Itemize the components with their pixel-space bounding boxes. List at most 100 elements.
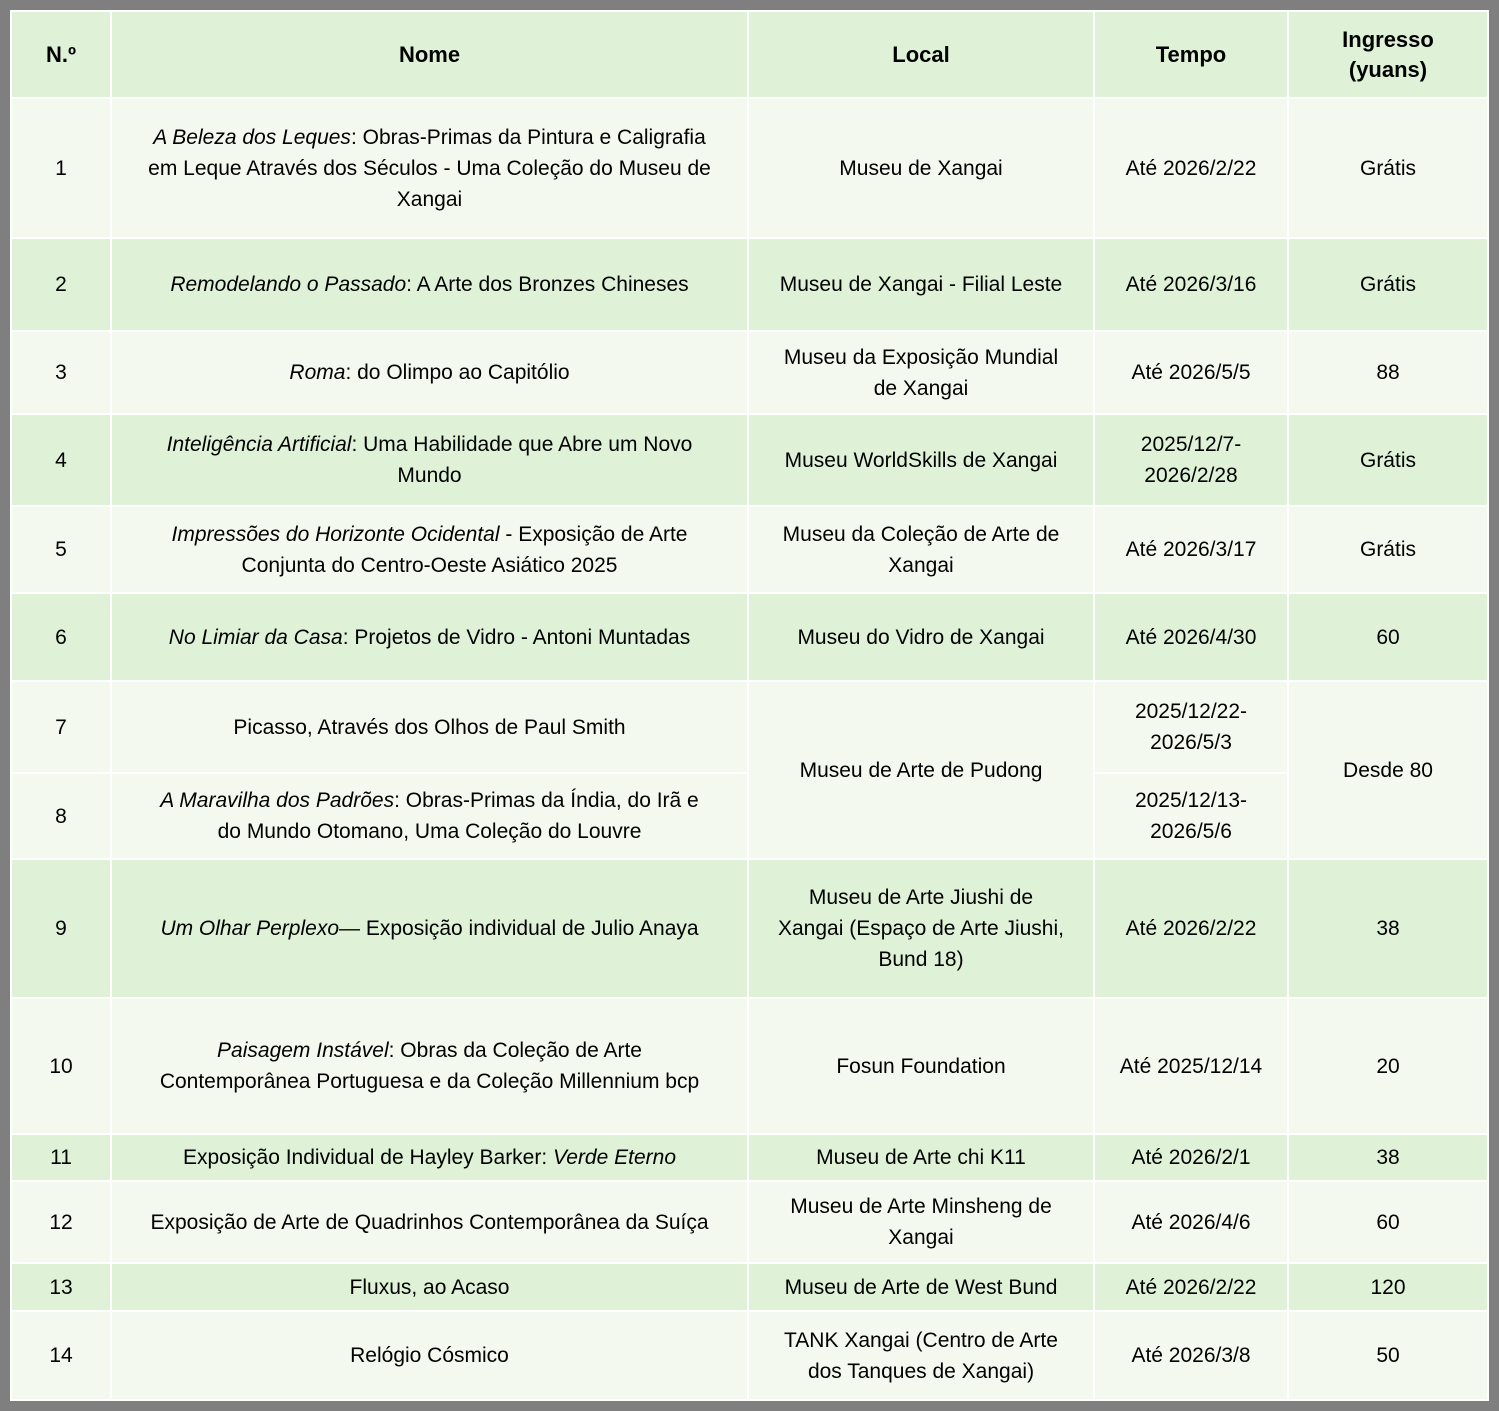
row-number-cell: 6 <box>10 592 112 682</box>
column-header-3: Local <box>747 10 1095 99</box>
exhibition-name-text: : Uma Habilidade que Abre um Novo Mundo <box>351 433 693 487</box>
table-row: 12 Exposição de Arte de Quadrinhos Contem… <box>10 1180 1489 1264</box>
time-cell: Até 2025/12/14 <box>1093 997 1289 1135</box>
exhibition-name-cell: Picasso, Através dos Olhos de Paul Smith <box>110 680 749 774</box>
location-cell: Museu de Arte de West Bund <box>747 1262 1095 1312</box>
exhibition-title-italic: Verde Eterno <box>553 1146 676 1169</box>
time-cell: Até 2026/2/22 <box>1093 97 1289 239</box>
time-cell: Até 2026/2/22 <box>1093 858 1289 999</box>
time-cell: Até 2026/2/1 <box>1093 1133 1289 1182</box>
time-cell: 2025/12/7-2026/2/28 <box>1093 413 1289 507</box>
price-cell: Desde 80 <box>1287 680 1489 860</box>
time-cell: Até 2026/4/6 <box>1093 1180 1289 1264</box>
location-cell: Museu do Vidro de Xangai <box>747 592 1095 682</box>
location-cell: Museu de Arte de Pudong <box>747 680 1095 860</box>
location-cell: Museu de Arte chi K11 <box>747 1133 1095 1182</box>
exhibition-name-text: Picasso, Através dos Olhos de Paul Smith <box>233 715 626 739</box>
time-cell: Até 2026/2/22 <box>1093 1262 1289 1312</box>
time-cell: Até 2026/5/5 <box>1093 330 1289 415</box>
row-number-cell: 12 <box>10 1180 112 1264</box>
exhibition-title-italic: Roma <box>289 361 346 384</box>
exhibition-name-text: — Exposição individual de Julio Anaya <box>339 917 699 940</box>
price-cell: 50 <box>1287 1310 1489 1401</box>
exhibition-name-cell: No Limiar da Casa: Projetos de Vidro - A… <box>110 592 749 682</box>
location-cell: Museu de Xangai - Filial Leste <box>747 237 1095 332</box>
header-row: N.º Nome Local Tempo Ingresso (yuans) <box>10 10 1489 99</box>
table-row: 6 No Limiar da Casa: Projetos de Vidro - … <box>10 592 1489 682</box>
location-cell: Museu da Exposição Mundial de Xangai <box>747 330 1095 415</box>
row-number-cell: 11 <box>10 1133 112 1182</box>
row-number-cell: 3 <box>10 330 112 415</box>
time-cell: 2025/12/13-2026/5/6 <box>1093 772 1289 860</box>
column-header-2: Nome <box>110 10 749 99</box>
exhibition-name-text: Exposição de Arte de Quadrinhos Contempo… <box>150 1210 709 1234</box>
exhibition-title-italic: Inteligência Artificial <box>166 433 352 456</box>
price-cell: 38 <box>1287 1133 1489 1182</box>
location-cell: Museu WorldSkills de Xangai <box>747 413 1095 507</box>
exhibition-name-text: : Obras da Coleção de Arte Contemporânea… <box>159 1039 700 1093</box>
location-cell: TANK Xangai (Centro de Arte dos Tanques … <box>747 1310 1095 1401</box>
column-header-5: Ingresso (yuans) <box>1287 10 1489 99</box>
exhibition-name-text: : Obras-Primas da Pintura e Caligrafia e… <box>148 125 711 211</box>
exhibition-name-cell: Inteligência Artificial: Uma Habilidade … <box>110 413 749 507</box>
time-cell: Até 2026/3/8 <box>1093 1310 1289 1401</box>
row-number-cell: 2 <box>10 237 112 332</box>
table-row: 13 Fluxus, ao Acaso Museu de Arte de West … <box>10 1262 1489 1312</box>
exhibition-title-italic: A Maravilha dos Padrões <box>160 789 395 812</box>
table-row: 3 Roma: do Olimpo ao Capitólio Museu da Ex… <box>10 330 1489 415</box>
exhibition-name-cell: Um Olhar Perplexo— Exposição individual … <box>110 858 749 999</box>
price-cell: Grátis <box>1287 237 1489 332</box>
row-number-cell: 10 <box>10 997 112 1135</box>
time-cell: Até 2026/4/30 <box>1093 592 1289 682</box>
table-row: 10 Paisagem Instável: Obras da Coleção de… <box>10 997 1489 1135</box>
location-cell: Fosun Foundation <box>747 997 1095 1135</box>
price-cell: 38 <box>1287 858 1489 999</box>
exhibition-name-text: : A Arte dos Bronzes Chineses <box>406 273 689 296</box>
exhibition-title-italic: No Limiar da Casa <box>168 625 343 649</box>
table-row: 7 Picasso, Através dos Olhos de Paul Smit… <box>10 680 1489 860</box>
row-number-cell: 8 <box>10 772 112 860</box>
exhibition-name-text: : Obras-Primas da Índia, do Irã e do Mun… <box>217 789 699 843</box>
price-cell: 60 <box>1287 1180 1489 1264</box>
exhibition-title-italic: Remodelando o Passado <box>170 273 407 296</box>
table-row: 5 Impressões do Horizonte Ocidental - Exp… <box>10 505 1489 594</box>
location-cell: Museu de Arte Minsheng de Xangai <box>747 1180 1095 1264</box>
exhibition-name-cell: Exposição Individual de Hayley Barker: V… <box>110 1133 749 1182</box>
row-number-cell: 13 <box>10 1262 112 1312</box>
price-cell: Grátis <box>1287 413 1489 507</box>
row-number-cell: 4 <box>10 413 112 507</box>
location-cell: Museu de Arte Jiushi de Xangai (Espaço d… <box>747 858 1095 999</box>
exhibition-name-cell: Relógio Cósmico <box>110 1310 749 1401</box>
table-row: 2 Remodelando o Passado: A Arte dos Bronz… <box>10 237 1489 332</box>
exhibition-name-text: Exposição Individual de Hayley Barker: <box>183 1146 554 1169</box>
exhibition-name-cell: Paisagem Instável: Obras da Coleção de A… <box>110 997 749 1135</box>
price-cell: 88 <box>1287 330 1489 415</box>
table-row: 8 A Maravilha dos Padrões: Obras-Primas d… <box>10 772 1488 860</box>
row-number-cell: 14 <box>10 1310 112 1401</box>
exhibition-name-cell: Exposição de Arte de Quadrinhos Contempo… <box>110 1180 749 1264</box>
exhibition-name-cell: Fluxus, ao Acaso <box>110 1262 749 1312</box>
table-row: 11 Exposição Individual de Hayley Barker:… <box>10 1133 1489 1182</box>
table-row: 9 Um Olhar Perplexo— Exposição individual… <box>10 858 1489 999</box>
exhibition-name-text: : do Olimpo ao Capitólio <box>345 361 570 384</box>
time-cell: 2025/12/22-2026/5/3 <box>1093 680 1289 774</box>
row-number-cell: 7 <box>10 680 112 774</box>
exhibition-name-cell: A Beleza dos Leques: Obras-Primas da Pin… <box>110 97 749 239</box>
column-header-1: N.º <box>10 10 112 99</box>
exhibition-name-text: - Exposição de Arte Conjunta do Centro-O… <box>241 522 688 577</box>
price-cell: 120 <box>1287 1262 1489 1312</box>
exhibition-title-italic: Impressões do Horizonte Ocidental <box>171 522 500 546</box>
table-row: 14 Relógio Cósmico TANK Xangai (Centro de … <box>10 1310 1489 1401</box>
price-cell: 20 <box>1287 997 1489 1135</box>
row-number-cell: 5 <box>10 505 112 594</box>
exhibition-name-text: Relógio Cósmico <box>350 1344 509 1367</box>
price-cell: Grátis <box>1287 505 1489 594</box>
exhibition-title-italic: Um Olhar Perplexo <box>160 917 339 940</box>
exhibition-name-text: : Projetos de Vidro - Antoni Muntadas <box>342 625 691 649</box>
location-cell: Museu da Coleção de Arte de Xangai <box>747 505 1095 594</box>
time-cell: Até 2026/3/17 <box>1093 505 1289 594</box>
